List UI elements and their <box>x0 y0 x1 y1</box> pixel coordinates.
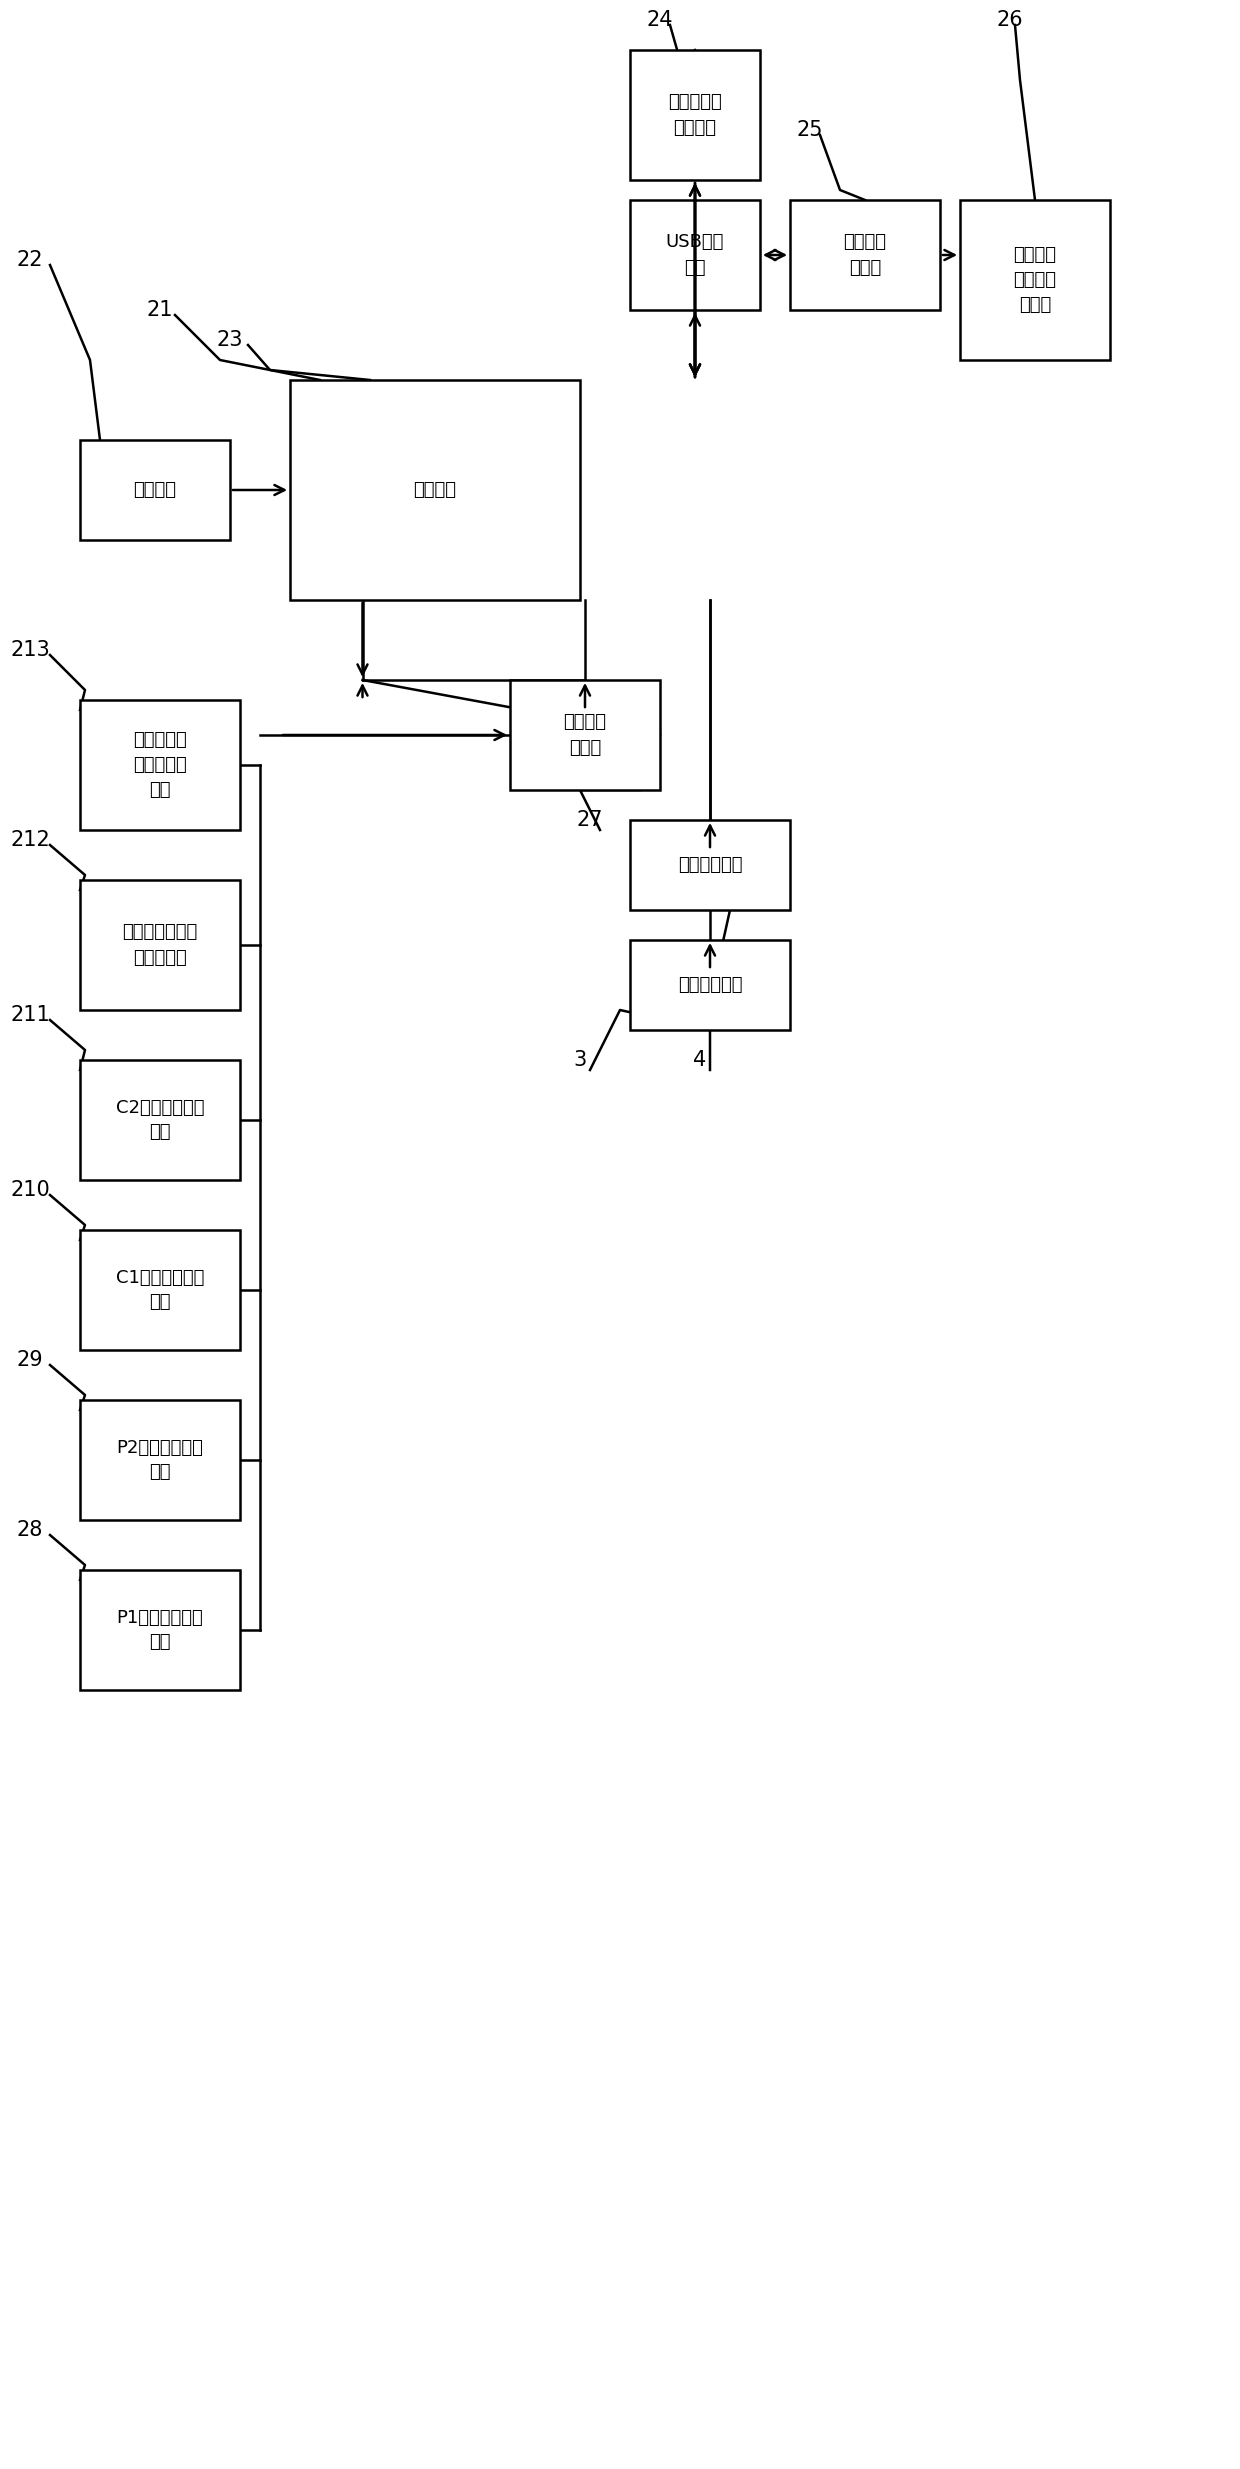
Bar <box>510 679 660 790</box>
Bar <box>81 1059 241 1180</box>
Text: 接地导通
测试仪控
制模块: 接地导通 测试仪控 制模块 <box>1013 247 1056 314</box>
Text: 3: 3 <box>573 1049 587 1069</box>
Bar <box>81 1570 241 1689</box>
Text: 22: 22 <box>17 249 43 269</box>
Text: C1继电器组控制
模块: C1继电器组控制 模块 <box>115 1269 205 1311</box>
Text: 27: 27 <box>577 810 603 830</box>
Text: C2继电器组控制
模块: C2继电器组控制 模块 <box>115 1099 205 1141</box>
Text: 计算机控
制系统: 计算机控 制系统 <box>843 235 887 277</box>
Bar <box>290 380 580 600</box>
Bar <box>960 200 1110 360</box>
Bar <box>81 1400 241 1521</box>
Text: 触摸屏显示
控制模块: 触摸屏显示 控制模块 <box>668 94 722 136</box>
Bar <box>630 820 790 911</box>
Text: 电压采集继电器
组控制模块: 电压采集继电器 组控制模块 <box>123 923 197 965</box>
Bar <box>81 701 241 830</box>
Bar <box>81 1230 241 1351</box>
Text: 24: 24 <box>647 10 673 30</box>
Text: 主控制器: 主控制器 <box>413 481 456 499</box>
Text: P2继电器组控制
模块: P2继电器组控制 模块 <box>117 1439 203 1481</box>
Bar <box>630 49 760 180</box>
Text: 210: 210 <box>10 1180 50 1200</box>
Text: 28: 28 <box>17 1521 43 1541</box>
Text: 4: 4 <box>693 1049 707 1069</box>
Text: 23: 23 <box>217 331 243 351</box>
Bar <box>630 941 790 1030</box>
Text: 211: 211 <box>10 1005 50 1025</box>
Bar <box>630 200 760 311</box>
Text: 电压采集系统: 电压采集系统 <box>678 975 743 995</box>
Text: 电流采集系统: 电流采集系统 <box>678 857 743 874</box>
Text: P1继电器组控制
模块: P1继电器组控制 模块 <box>117 1607 203 1652</box>
Text: 21: 21 <box>146 301 174 321</box>
Text: 29: 29 <box>16 1351 43 1370</box>
Text: 继电器控
制模块: 继电器控 制模块 <box>563 714 606 756</box>
Bar <box>81 879 241 1010</box>
Text: USB通讯
模块: USB通讯 模块 <box>666 235 724 277</box>
Text: 25: 25 <box>797 121 823 141</box>
Text: 213: 213 <box>10 639 50 659</box>
Text: 电源模块: 电源模块 <box>134 481 176 499</box>
Text: 26: 26 <box>997 10 1023 30</box>
Text: 电流采样继
电器组控制
模块: 电流采样继 电器组控制 模块 <box>133 731 187 800</box>
Bar <box>81 439 229 541</box>
Text: 212: 212 <box>10 830 50 849</box>
Bar <box>790 200 940 311</box>
